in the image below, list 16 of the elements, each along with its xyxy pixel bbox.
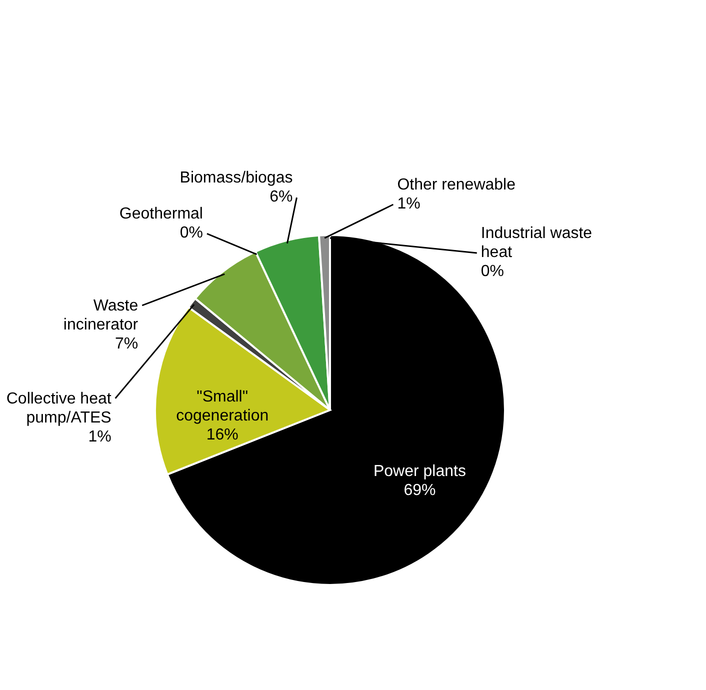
slice-label: Biomass/biogas <box>180 170 293 187</box>
data-label: 7% <box>115 335 138 352</box>
slice-label: Power plants <box>373 462 466 480</box>
slice-label: "Small" cogeneration <box>176 388 269 424</box>
text: 0% <box>180 224 203 242</box>
category-label: Industrial waste heat <box>480 225 592 262</box>
category-label: Geothermal <box>119 206 203 223</box>
data-label: 1% <box>88 428 112 446</box>
data-label: 6% <box>270 188 293 206</box>
slice-label: Collective heat pump/ATES <box>6 390 112 426</box>
slice-label: Waste incinerator <box>63 297 139 334</box>
data-label: 69% <box>404 482 436 499</box>
data-label: 1% <box>397 196 420 213</box>
slice-label: Other renewable <box>397 176 516 194</box>
text: 0% <box>480 263 504 280</box>
data-label: 16% <box>206 426 238 444</box>
